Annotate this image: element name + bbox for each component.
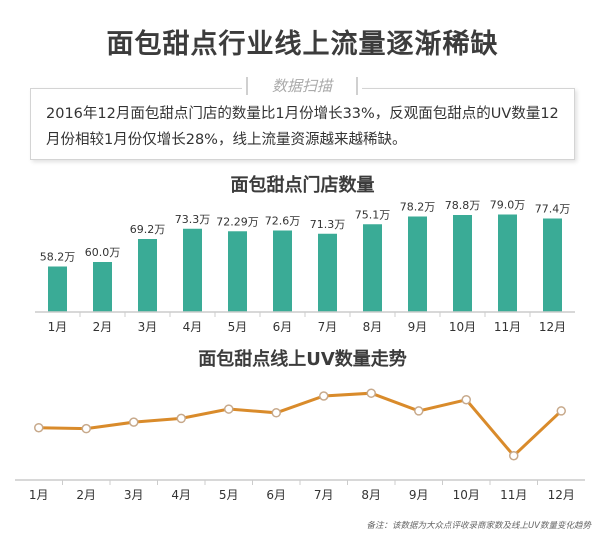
bar-x-tick-label: 6月 [273,320,293,334]
bar-value-label: 79.0万 [490,199,526,212]
bar-x-tick-label: 4月 [183,320,203,334]
bar-x-tick-label: 9月 [408,320,428,334]
footnote: 备注：该数据为大众点评收录商家数及线上UV数量变化趋势 [366,521,591,531]
bar-9 [408,216,427,312]
uv-trend-line-chart: 1月 2月 3月 4月 5月 6月 7月 8月 9月 10月 11月 12月 [15,388,585,502]
line-x-tick-label: 2月 [76,488,96,502]
bar-x-tick-label: 3月 [138,320,158,334]
bar-3 [138,239,157,312]
uv-point-12 [556,406,566,416]
line-x-tick-label: 1月 [29,488,49,502]
line-x-tick-label: 4月 [171,488,191,502]
bar-x-tick-label: 5月 [228,320,248,334]
bar-value-label: 60.0万 [85,246,121,259]
bar-value-label: 75.1万 [355,208,391,221]
bar-6 [273,230,292,312]
line-x-tick-label: 3月 [124,488,144,502]
uv-point-1 [34,422,44,433]
bar-value-label: 71.3万 [310,218,346,231]
line-x-tick-label: 10月 [453,488,480,502]
bar-value-label: 78.2万 [400,201,436,214]
uv-point-9 [414,406,424,416]
uv-point-7 [319,391,329,401]
uv-point-2 [81,423,91,434]
data-scan-tag: 数据扫描 [242,73,362,99]
bar-value-label: 78.8万 [445,199,481,212]
bar-10 [453,215,472,312]
data-scan-text: 2016年12月面包甜点门店的数量比1月份增长33%，反观面包甜点的UV数量12… [46,106,559,148]
bar-x-tick-label: 7月 [318,320,338,334]
bar-value-label: 58.2万 [40,251,76,264]
uv-point-11 [509,450,519,461]
bar-x-tick-label: 1月 [48,320,68,334]
bar-8 [363,224,382,312]
line-x-tick-label: 11月 [500,488,527,502]
bar-x-tick-label: 12月 [539,320,566,334]
bar-x-tick-label: 10月 [449,320,476,334]
bar-2 [93,262,112,312]
line-x-tick-label: 12月 [548,488,575,502]
bar-12 [543,218,562,312]
uv-point-3 [129,417,139,427]
line-x-tick-label: 7月 [314,488,334,502]
line-chart-title: 面包甜点线上UV数量走势 [198,349,407,370]
bar-value-label: 72.6万 [265,215,301,228]
line-x-tick-label: 9月 [409,488,429,502]
uv-series-line [38,391,563,458]
uv-point-5 [224,404,234,414]
bar-4 [183,228,202,312]
bar-value-label: 77.4万 [535,203,571,216]
bar-x-tick-label: 8月 [363,320,383,334]
bar-chart-title: 面包甜点门店数量 [230,175,375,196]
uv-point-8 [366,388,376,398]
uv-point-6 [271,408,281,418]
bar-1 [48,266,67,312]
bar-value-label: 69.2万 [130,223,166,236]
bar-value-label: 72.29万 [216,215,259,228]
uv-point-4 [176,413,186,424]
store-count-bar-chart: 58.2万 1月 60.0万 2月 69.2万 3月 73.3万 4月 72.29万 5月 72.6… [35,199,575,334]
bar-7 [318,233,337,312]
bar-11 [498,214,517,312]
bar-value-label: 73.3万 [175,213,211,226]
page-title: 面包甜点行业线上流量逐渐稀缺 [106,29,499,60]
bar-x-tick-label: 2月 [93,320,113,334]
bar-x-tick-label: 11月 [494,320,521,334]
line-x-tick-label: 5月 [219,488,239,502]
bar-5 [228,231,247,312]
line-x-tick-label: 8月 [361,488,381,502]
uv-point-10 [461,394,471,405]
line-x-tick-label: 6月 [266,488,286,502]
